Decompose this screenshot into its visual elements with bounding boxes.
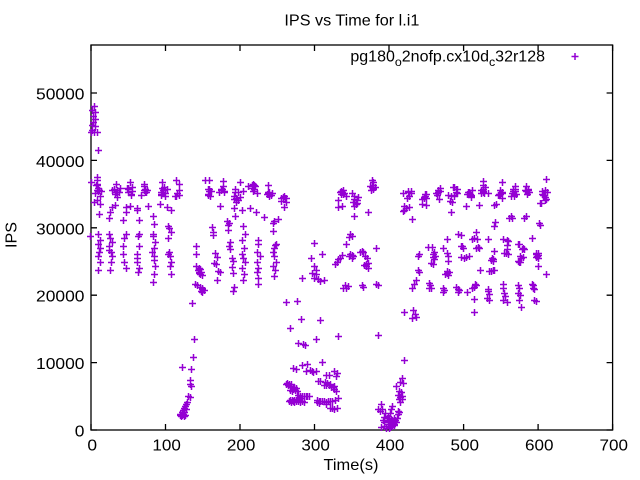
svg-text:400: 400 bbox=[376, 438, 405, 455]
svg-text:IPS: IPS bbox=[3, 222, 20, 248]
svg-text:20000: 20000 bbox=[36, 289, 85, 306]
svg-text:0: 0 bbox=[75, 424, 85, 441]
svg-text:30000: 30000 bbox=[36, 221, 85, 238]
svg-text:500: 500 bbox=[451, 438, 480, 455]
svg-text:0: 0 bbox=[87, 438, 97, 455]
svg-text:100: 100 bbox=[152, 438, 181, 455]
svg-text:Time(s): Time(s) bbox=[324, 457, 379, 474]
svg-text:10000: 10000 bbox=[36, 356, 85, 373]
svg-text:600: 600 bbox=[525, 438, 554, 455]
svg-text:300: 300 bbox=[301, 438, 330, 455]
svg-text:50000: 50000 bbox=[36, 87, 85, 104]
svg-text:40000: 40000 bbox=[36, 154, 85, 171]
svg-text:700: 700 bbox=[600, 438, 629, 455]
svg-text:IPS vs Time for l.i1: IPS vs Time for l.i1 bbox=[284, 13, 419, 30]
svg-text:200: 200 bbox=[227, 438, 256, 455]
